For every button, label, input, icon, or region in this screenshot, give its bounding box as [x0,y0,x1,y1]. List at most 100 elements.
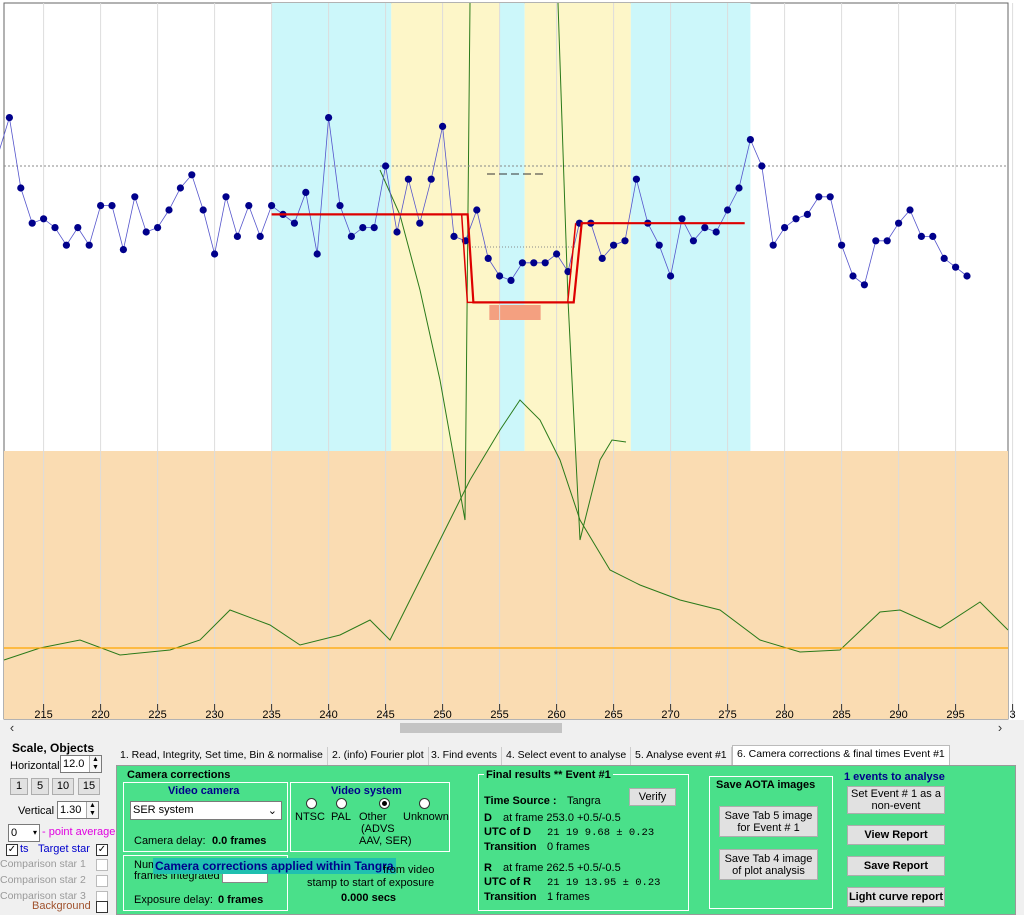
data-point [359,224,367,232]
pts-checkbox[interactable]: ✓ [6,844,18,856]
save-aota-title: Save AOTA images [716,779,816,791]
comparison-star-3-label: Comparison star 3 [0,890,86,902]
ntsc-radio[interactable] [306,798,317,809]
data-point [963,272,971,280]
tab-select-event[interactable]: 4. Select event to analyse [502,747,632,765]
scale-15-button[interactable]: 15 [78,778,100,795]
data-point [28,219,36,227]
data-point [689,237,698,245]
utc-d-value: 21 19 9.68 ± 0.23 [547,827,655,839]
unknown-radio[interactable] [419,798,430,809]
data-point [325,114,333,122]
spinner-arrows-icon[interactable]: ▲ ▼ [89,756,101,772]
data-point [142,228,150,236]
frames-integrated-label-1: Num [134,859,158,871]
data-point [564,268,572,276]
data-point [302,188,310,196]
camera-select[interactable]: SER system ⌄ [130,801,282,820]
transition-r-label: Transition [484,891,537,903]
time-source-value: Tangra [567,795,601,807]
tab-fourier-plot[interactable]: 2. (info) Fourier plot [328,747,429,765]
video-system-note-1: (ADVS [361,823,395,835]
data-point [370,224,378,232]
data-point [17,184,25,192]
save-tab5-button[interactable]: Save Tab 5 image for Event # 1 [719,806,818,837]
utc-r-label: UTC of R [484,876,532,888]
data-point [906,206,914,214]
scale-1-button[interactable]: 1 [10,778,28,795]
comparison-star-1-checkbox[interactable] [96,859,108,871]
data-point [439,122,447,130]
data-point [872,237,880,245]
time-source-label: Time Source : [484,795,557,807]
data-point [154,224,162,232]
video-system-title: Video system [331,785,402,797]
set-non-event-button[interactable]: Set Event # 1 as a non-event [847,786,945,814]
x-tick-label: 215 [34,709,52,720]
data-point [40,215,48,223]
data-point [97,202,105,210]
scroll-right-icon[interactable]: › [997,720,1003,735]
x-tick-label: 255 [490,709,508,720]
x-tick-label: 280 [775,709,793,720]
light-curve-report-button[interactable]: Light curve report [847,887,945,907]
light-curve-plot[interactable]: 215 220 225 230 235 240 245 250 255 260 265 270 275 2… [0,0,1024,720]
chevron-down-icon: ⌄ [267,805,277,817]
stamp-value: 0.000 secs [341,892,397,904]
tab-camera-corrections[interactable]: 6. Camera corrections & final times Even… [732,745,950,766]
region-band [499,3,525,451]
data-point [51,224,59,232]
data-point [211,250,219,258]
x-tick-label: 220 [91,709,109,720]
point-average-select[interactable]: 0 ▾ [8,824,40,842]
scale-objects-panel: Scale, Objects Horizontal 12.0 ▲ ▼ Vertic… [0,738,116,915]
data-point [85,241,93,249]
x-tick-label: 285 [832,709,850,720]
data-point [222,193,230,201]
save-report-button[interactable]: Save Report [847,856,945,876]
plot-scrollbar[interactable]: ‹ › [0,720,1024,736]
data-point [929,232,937,240]
vertical-spinner[interactable]: 1.30 ▲ ▼ [57,801,99,819]
data-point [119,246,127,254]
horizontal-spinner[interactable]: 12.0 ▲ ▼ [60,755,102,773]
camera-corrections-title: Camera corrections [127,769,231,781]
other-radio[interactable] [379,798,390,809]
pal-radio[interactable] [336,798,347,809]
region-band [391,3,500,451]
events-to-analyse-label: 1 events to analyse [844,771,945,783]
scale-5-button[interactable]: 5 [31,778,49,795]
spinner-arrows-icon[interactable]: ▲ ▼ [86,802,98,818]
tab-strip: 1. Read, Integrity, Set time, Bin & norm… [116,745,1024,766]
target-star-checkbox[interactable]: ✓ [96,844,108,856]
verify-button[interactable]: Verify [629,788,676,806]
data-point [541,259,549,267]
data-point [895,219,903,227]
scale-10-button[interactable]: 10 [52,778,74,795]
data-point [701,224,709,232]
data-point [507,276,515,284]
final-results-group: Final results ** Event #1 Time Source : … [478,769,689,911]
x-tick-label: 240 [319,709,337,720]
data-point [724,206,732,214]
tab-find-events[interactable]: 3. Find events [427,747,502,765]
data-point [883,237,891,245]
save-tab4-button[interactable]: Save Tab 4 image of plot analysis [719,849,818,880]
x-tick-label: 295 [946,709,964,720]
scroll-thumb[interactable] [400,723,562,733]
data-point [655,241,663,249]
background-checkbox[interactable] [96,901,108,913]
target-star-label: Target star [38,843,90,855]
data-point [245,202,253,210]
tab-read-integrity[interactable]: 1. Read, Integrity, Set time, Bin & norm… [116,747,328,765]
tab-analyse-event[interactable]: 5. Analyse event #1 [631,747,732,765]
data-point [746,136,755,144]
view-report-button[interactable]: View Report [847,825,945,845]
x-tick-label: 235 [262,709,280,720]
scroll-left-icon[interactable]: ‹ [9,720,15,735]
transition-d-value: 0 frames [547,841,590,853]
video-camera-title: Video camera [168,785,240,797]
comparison-star-2-checkbox[interactable] [96,875,108,887]
green-curve-right [557,2,627,541]
x-tick-label: 250 [433,709,451,720]
